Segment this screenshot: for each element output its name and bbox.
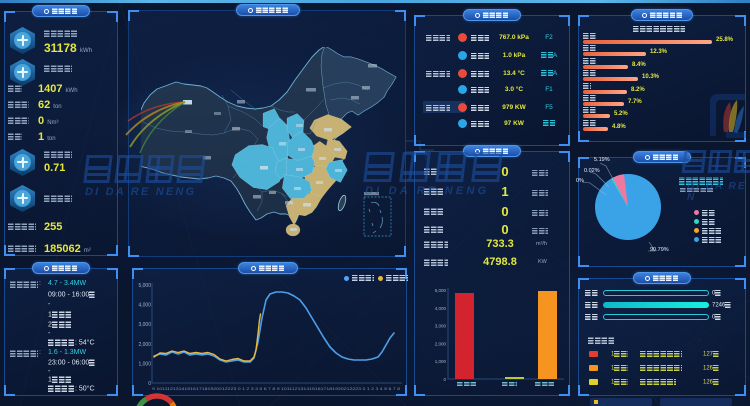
svg-text:1,000: 1,000 <box>435 359 447 364</box>
svg-text:4,000: 4,000 <box>138 303 151 309</box>
svg-text:5,000: 5,000 <box>435 288 447 293</box>
svg-text:9 1011121314151617181920212223: 9 1011121314151617181920212223 0 1 2 3 4… <box>152 387 400 391</box>
svg-text:5,000: 5,000 <box>138 283 151 289</box>
svg-text:4,000: 4,000 <box>435 306 447 311</box>
svg-text:1,000: 1,000 <box>138 361 151 367</box>
svg-text:0: 0 <box>148 381 151 387</box>
svg-text:2,000: 2,000 <box>435 341 447 346</box>
svg-text:0: 0 <box>443 377 446 382</box>
svg-text:3,000: 3,000 <box>435 324 447 329</box>
svg-text:2,000: 2,000 <box>138 342 151 348</box>
svg-text:3,000: 3,000 <box>138 322 151 328</box>
